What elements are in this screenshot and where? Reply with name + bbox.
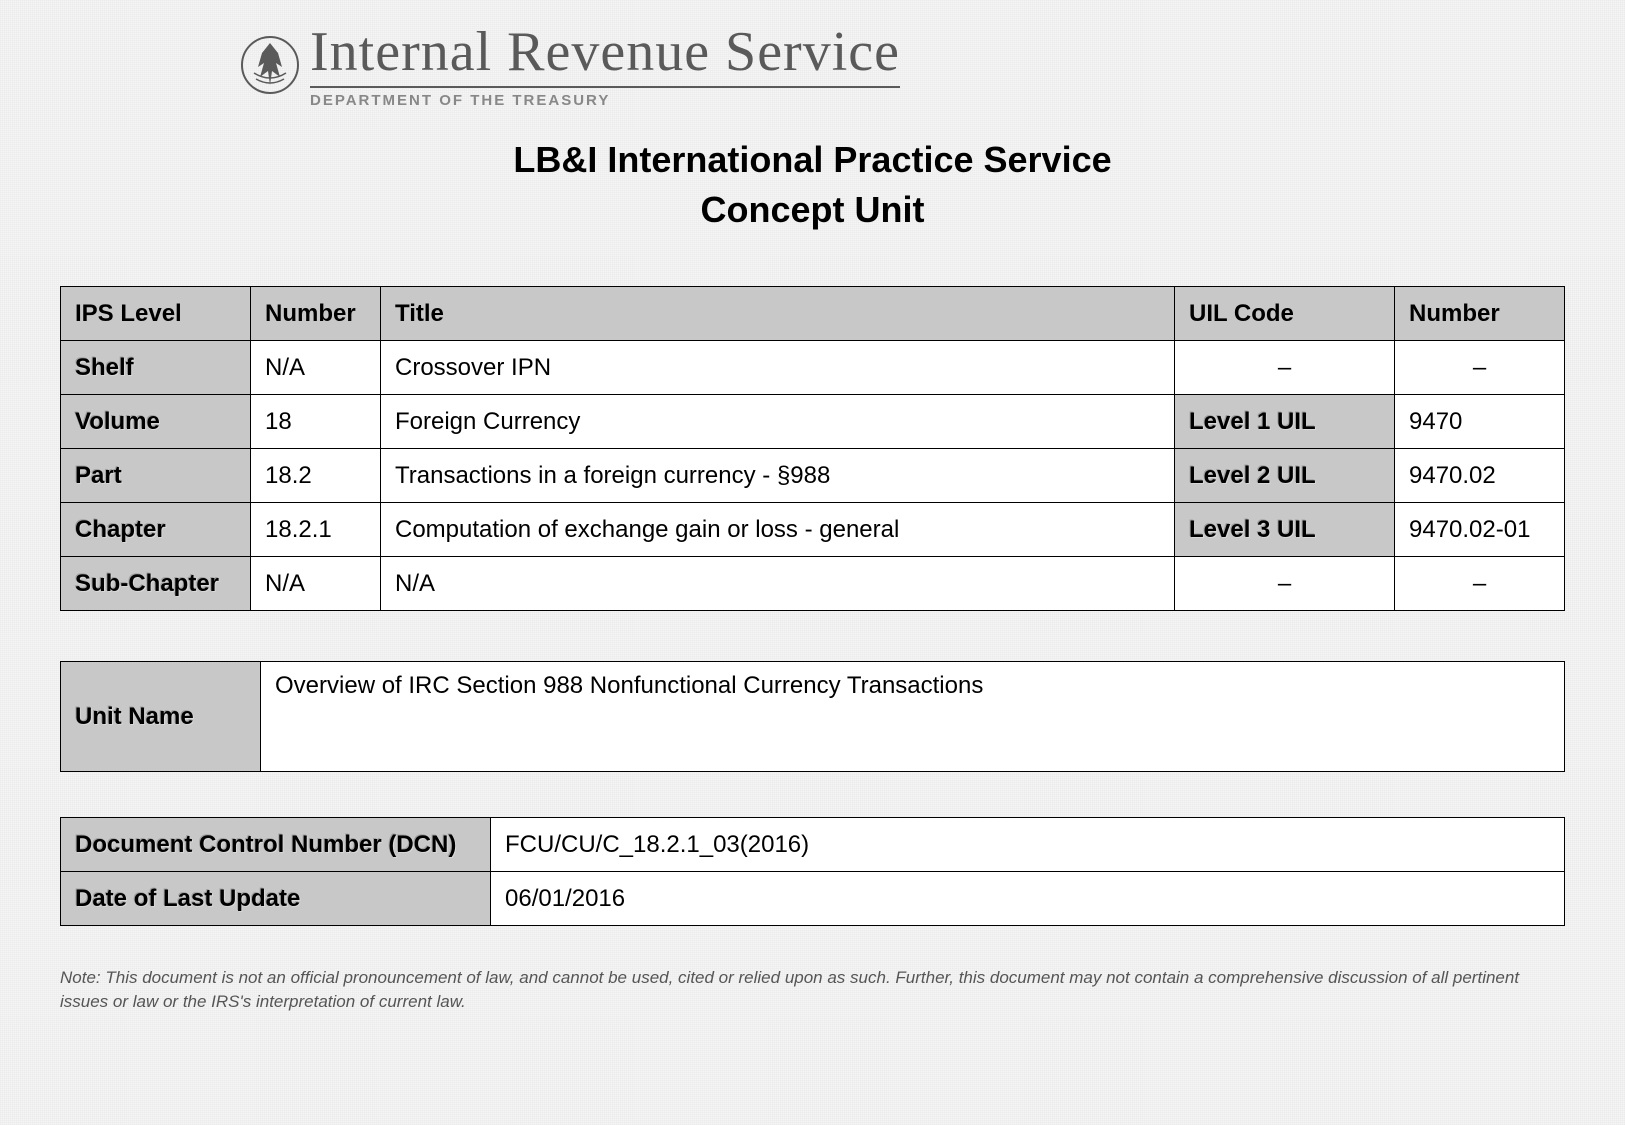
header-uil-code: UIL Code	[1175, 287, 1395, 341]
titles-block: LB&I International Practice Service Conc…	[60, 139, 1565, 231]
title-cell: Computation of exchange gain or loss - g…	[381, 503, 1175, 557]
title-cell: Foreign Currency	[381, 395, 1175, 449]
ips-level-cell: Part	[61, 449, 251, 503]
header-ips-level: IPS Level	[61, 287, 251, 341]
dcn-label-cell: Document Control Number (DCN)	[61, 818, 491, 872]
uil-code-cell: Level 2 UIL	[1175, 449, 1395, 503]
unit-name-table: Unit Name Overview of IRC Section 988 No…	[60, 661, 1565, 772]
logo-row: Internal Revenue Service DEPARTMENT OF T…	[240, 20, 900, 109]
dcn-label-cell: Date of Last Update	[61, 872, 491, 926]
uil-code-cell: Level 1 UIL	[1175, 395, 1395, 449]
document-header: Internal Revenue Service DEPARTMENT OF T…	[240, 20, 900, 109]
title-cell: Crossover IPN	[381, 341, 1175, 395]
table-row: Part18.2Transactions in a foreign curren…	[61, 449, 1565, 503]
unit-name-label: Unit Name	[61, 662, 261, 772]
header-number: Number	[251, 287, 381, 341]
uil-number-cell: 9470.02	[1395, 449, 1565, 503]
unit-name-value: Overview of IRC Section 988 Nonfunctiona…	[261, 662, 1565, 772]
uil-number-cell: 9470	[1395, 395, 1565, 449]
ips-level-cell: Chapter	[61, 503, 251, 557]
table-row: Unit Name Overview of IRC Section 988 No…	[61, 662, 1565, 772]
uil-number-cell: –	[1395, 341, 1565, 395]
dcn-table: Document Control Number (DCN)FCU/CU/C_18…	[60, 817, 1565, 926]
table-row: Sub-ChapterN/AN/A––	[61, 557, 1565, 611]
dcn-value-cell: FCU/CU/C_18.2.1_03(2016)	[491, 818, 1565, 872]
irs-eagle-icon	[240, 35, 300, 95]
document-content: Internal Revenue Service DEPARTMENT OF T…	[60, 20, 1565, 1014]
ips-level-cell: Volume	[61, 395, 251, 449]
header-title: Title	[381, 287, 1175, 341]
main-title: LB&I International Practice Service	[60, 139, 1565, 181]
uil-code-cell: Level 3 UIL	[1175, 503, 1395, 557]
dcn-value-cell: 06/01/2016	[491, 872, 1565, 926]
table-row: Document Control Number (DCN)FCU/CU/C_18…	[61, 818, 1565, 872]
table-row: Chapter18.2.1Computation of exchange gai…	[61, 503, 1565, 557]
header-uil-number: Number	[1395, 287, 1565, 341]
title-cell: Transactions in a foreign currency - §98…	[381, 449, 1175, 503]
org-name: Internal Revenue Service	[310, 20, 900, 88]
sub-title: Concept Unit	[60, 189, 1565, 231]
table-row: Volume18Foreign CurrencyLevel 1 UIL9470	[61, 395, 1565, 449]
table-header-row: IPS Level Number Title UIL Code Number	[61, 287, 1565, 341]
uil-number-cell: 9470.02-01	[1395, 503, 1565, 557]
ips-level-table: IPS Level Number Title UIL Code Number S…	[60, 286, 1565, 611]
table-row: ShelfN/ACrossover IPN––	[61, 341, 1565, 395]
uil-number-cell: –	[1395, 557, 1565, 611]
uil-code-cell: –	[1175, 341, 1395, 395]
number-cell: 18.2	[251, 449, 381, 503]
number-cell: N/A	[251, 557, 381, 611]
footer-note: Note: This document is not an official p…	[60, 966, 1565, 1014]
number-cell: 18	[251, 395, 381, 449]
uil-code-cell: –	[1175, 557, 1395, 611]
table-row: Date of Last Update06/01/2016	[61, 872, 1565, 926]
title-cell: N/A	[381, 557, 1175, 611]
ips-level-cell: Shelf	[61, 341, 251, 395]
irs-title-block: Internal Revenue Service DEPARTMENT OF T…	[310, 20, 900, 109]
dept-name: DEPARTMENT OF THE TREASURY	[310, 92, 900, 109]
ips-level-cell: Sub-Chapter	[61, 557, 251, 611]
number-cell: 18.2.1	[251, 503, 381, 557]
number-cell: N/A	[251, 341, 381, 395]
